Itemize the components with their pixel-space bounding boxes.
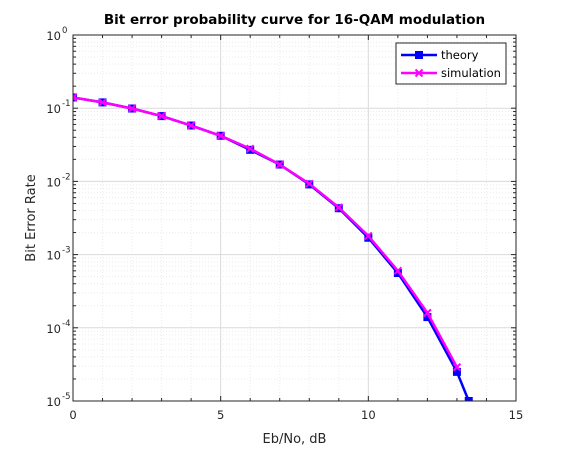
series-line-simulation xyxy=(73,96,459,368)
x-axis-label: Eb/No, dB xyxy=(263,432,327,447)
data-point-simulation xyxy=(98,98,107,107)
data-point-simulation xyxy=(423,308,432,318)
y-axis-label: Bit Error Rate xyxy=(24,174,39,261)
data-point-simulation xyxy=(186,121,196,130)
data-point-simulation xyxy=(127,104,137,113)
y-tick-exponent: -2 xyxy=(62,172,70,182)
y-tick-label: 10 0 xyxy=(46,26,67,43)
data-point-simulation xyxy=(393,266,403,276)
y-tick-exponent: -3 xyxy=(62,246,70,256)
series-simulation xyxy=(73,93,462,372)
legend-label: theory xyxy=(441,48,479,62)
legend-marker xyxy=(414,68,424,78)
legend-box xyxy=(395,42,507,85)
data-point-simulation xyxy=(452,362,462,372)
data-point-simulation xyxy=(364,231,373,241)
y-tick-exponent: 0 xyxy=(62,26,67,36)
plot-frame xyxy=(72,34,517,402)
data-point-simulation xyxy=(275,160,284,169)
data-point-simulation xyxy=(245,144,255,153)
data-point-simulation xyxy=(334,203,344,212)
y-tick-base: 10 xyxy=(46,102,61,116)
y-tick-label: 10 -1 xyxy=(46,99,70,116)
chart-title: Bit error probability curve for 16-QAM m… xyxy=(104,12,485,28)
data-point-simulation xyxy=(305,179,314,188)
legend-label: simulation xyxy=(441,66,501,80)
series-layer xyxy=(73,93,473,401)
data-point-theory xyxy=(464,397,473,401)
x-tick-labels: 0 5 10 15 xyxy=(69,408,523,422)
y-tick-base: 10 xyxy=(46,395,61,409)
legend-marker xyxy=(415,51,423,59)
x-tick-label: 10 xyxy=(361,408,376,422)
y-tick-base: 10 xyxy=(46,29,61,43)
legend-entry-theory: theory xyxy=(401,48,479,62)
x-tick-label: 5 xyxy=(217,408,224,422)
y-tick-exponent: -5 xyxy=(62,392,70,402)
y-tick-base: 10 xyxy=(46,322,61,336)
data-point-simulation xyxy=(216,131,225,140)
x-tick-label: 15 xyxy=(509,408,524,422)
y-tick-exponent: -1 xyxy=(62,99,70,109)
tick-marks xyxy=(72,34,517,402)
y-tick-label: 10 -3 xyxy=(46,246,70,263)
legend-entry-simulation: simulation xyxy=(401,66,501,80)
x-tick-label: 0 xyxy=(69,408,76,422)
y-tick-label: 10 -2 xyxy=(46,172,70,189)
y-tick-label: 10 -4 xyxy=(46,319,70,336)
y-tick-base: 10 xyxy=(46,249,61,263)
data-point-simulation xyxy=(73,93,78,102)
data-point-simulation xyxy=(157,111,166,121)
plot-area xyxy=(73,35,516,401)
legend: theory simulation xyxy=(395,42,507,85)
y-tick-label: 10 -5 xyxy=(46,392,70,409)
y-tick-exponent: -4 xyxy=(62,319,70,329)
y-tick-base: 10 xyxy=(46,175,61,189)
